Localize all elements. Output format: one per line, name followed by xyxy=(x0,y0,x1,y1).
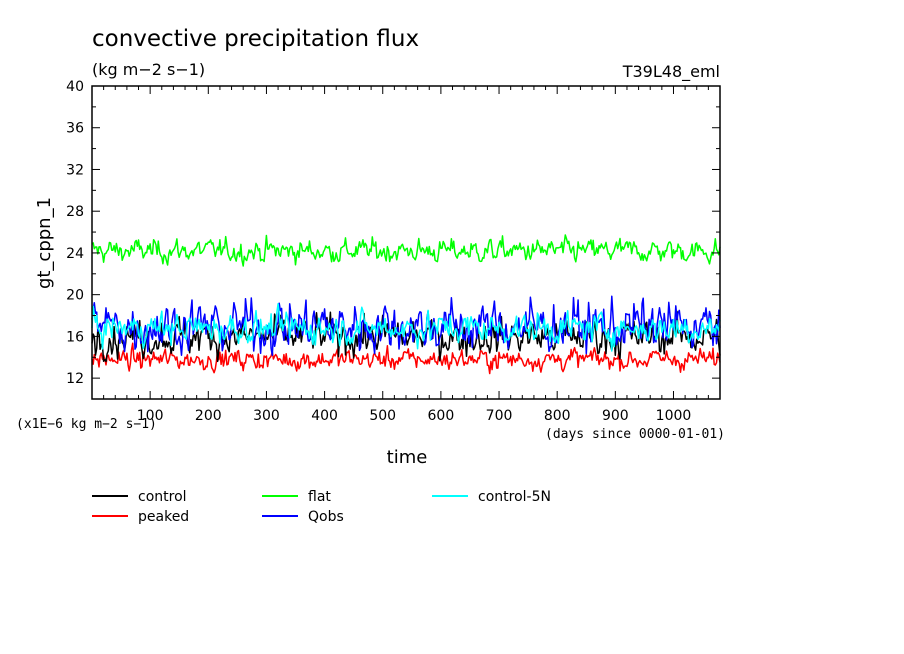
y-axis-label: gt_cppn_1 xyxy=(34,197,55,289)
x-tick-label: 200 xyxy=(195,408,222,424)
run-label: T39L48_eml xyxy=(622,62,720,82)
series-line-control-5n xyxy=(91,302,721,352)
y-tick-label: 32 xyxy=(66,162,84,178)
y-tick-label: 40 xyxy=(66,79,84,95)
chart-units: (kg m−2 s−1) xyxy=(92,60,205,79)
y-tick-label: 20 xyxy=(66,288,84,304)
chart-title: convective precipitation flux xyxy=(92,26,419,52)
legend-label-control-5n: control-5N xyxy=(478,489,551,505)
y-tick-label: 12 xyxy=(66,371,84,387)
x-tick-label: 700 xyxy=(486,408,513,424)
series-line-flat xyxy=(91,234,721,267)
y-scale-note: (x1E−6 kg m−2 s−1) xyxy=(16,417,157,432)
legend-label-flat: flat xyxy=(308,489,331,505)
x-tick-label: 600 xyxy=(428,408,455,424)
y-tick-label: 24 xyxy=(66,246,84,262)
x-tick-label: 1000 xyxy=(656,408,692,424)
x-units-note: (days since 0000-01-01) xyxy=(545,427,725,442)
y-tick-label: 16 xyxy=(66,329,84,345)
legend-label-control: control xyxy=(138,489,187,505)
y-tick-label: 28 xyxy=(66,204,84,220)
x-tick-label: 800 xyxy=(544,408,571,424)
x-tick-label: 400 xyxy=(311,408,338,424)
series-line-peaked xyxy=(91,342,721,375)
x-tick-label: 900 xyxy=(602,408,629,424)
x-tick-label: 100 xyxy=(137,408,164,424)
x-tick-label: 500 xyxy=(369,408,396,424)
x-tick-label: 300 xyxy=(253,408,280,424)
x-axis-label: time xyxy=(387,447,428,468)
legend-label-qobs: Qobs xyxy=(308,509,344,525)
ticks-layer: 12 16 20 24 28 32 36 40 100 200 300 400 500 600 700 800… xyxy=(66,79,721,424)
y-tick-label: 36 xyxy=(66,121,84,137)
legend: control peaked flat Qobs control-5N xyxy=(92,489,551,525)
legend-label-peaked: peaked xyxy=(138,509,189,525)
series-layer xyxy=(91,234,721,375)
